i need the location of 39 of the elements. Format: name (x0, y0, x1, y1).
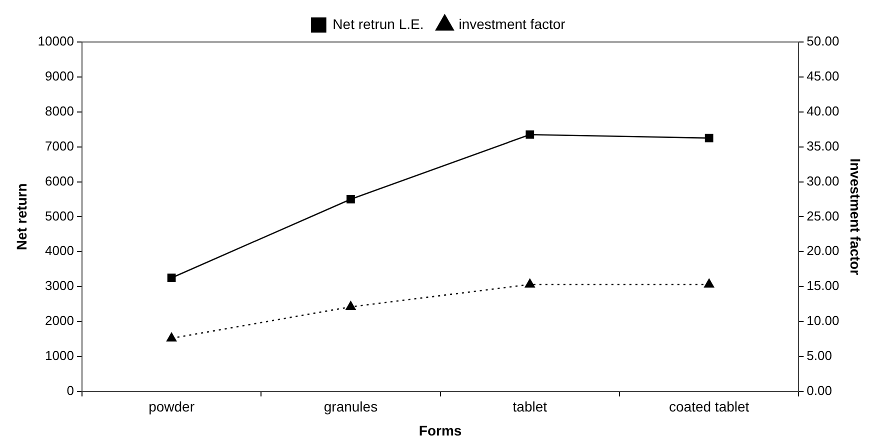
y-tick-label: 3000 (45, 278, 74, 294)
y2-tick-label: 50.00 (806, 34, 840, 49)
point (346, 301, 356, 310)
y2-tick-label: 20.00 (806, 243, 840, 258)
y2-tick-label: 5.00 (806, 348, 832, 364)
y2-tick-label: 15.00 (806, 278, 840, 294)
y-tick-label: 5000 (45, 208, 74, 224)
legend-label: Net retrun L.E. (332, 16, 424, 32)
y-tick-label: 8000 (45, 103, 74, 118)
point (166, 332, 177, 342)
y2-tick-label: 40.00 (806, 103, 840, 118)
point (524, 278, 535, 288)
point (704, 134, 714, 142)
y2-tick-label: 30.00 (806, 173, 840, 188)
y-axis-title: Net return (13, 183, 30, 250)
y-tick-label: 6000 (45, 173, 74, 188)
x-tick-label: powder (148, 398, 195, 415)
y-tick-label: 2000 (45, 313, 74, 328)
x-tick-label: granules (324, 398, 378, 415)
y2-tick-label: 25.00 (806, 208, 840, 224)
point (526, 130, 534, 139)
y-tick-label: 10000 (38, 34, 74, 49)
point (346, 195, 355, 204)
y2-tick-label: 10.00 (806, 313, 840, 328)
y2-tick-label: 35.00 (806, 138, 840, 154)
y2-tick-label: 45.00 (806, 68, 840, 84)
y2-axis-title: Investment factor (848, 158, 864, 276)
point (167, 274, 176, 282)
y-tick-label: 4000 (45, 243, 74, 258)
y-tick-label: 1000 (45, 348, 74, 364)
x-tick-label: coated tablet (668, 398, 750, 415)
point (704, 278, 714, 288)
x-axis-title: Forms (418, 422, 462, 438)
y-tick-label: 7000 (45, 138, 74, 154)
y-tick-label: 9000 (45, 68, 74, 84)
legend-label: investment factor (458, 16, 566, 32)
y2-tick-label: 0.00 (806, 382, 832, 398)
y-tick-label: 0 (66, 382, 74, 398)
x-tick-label: tablet (512, 398, 548, 415)
